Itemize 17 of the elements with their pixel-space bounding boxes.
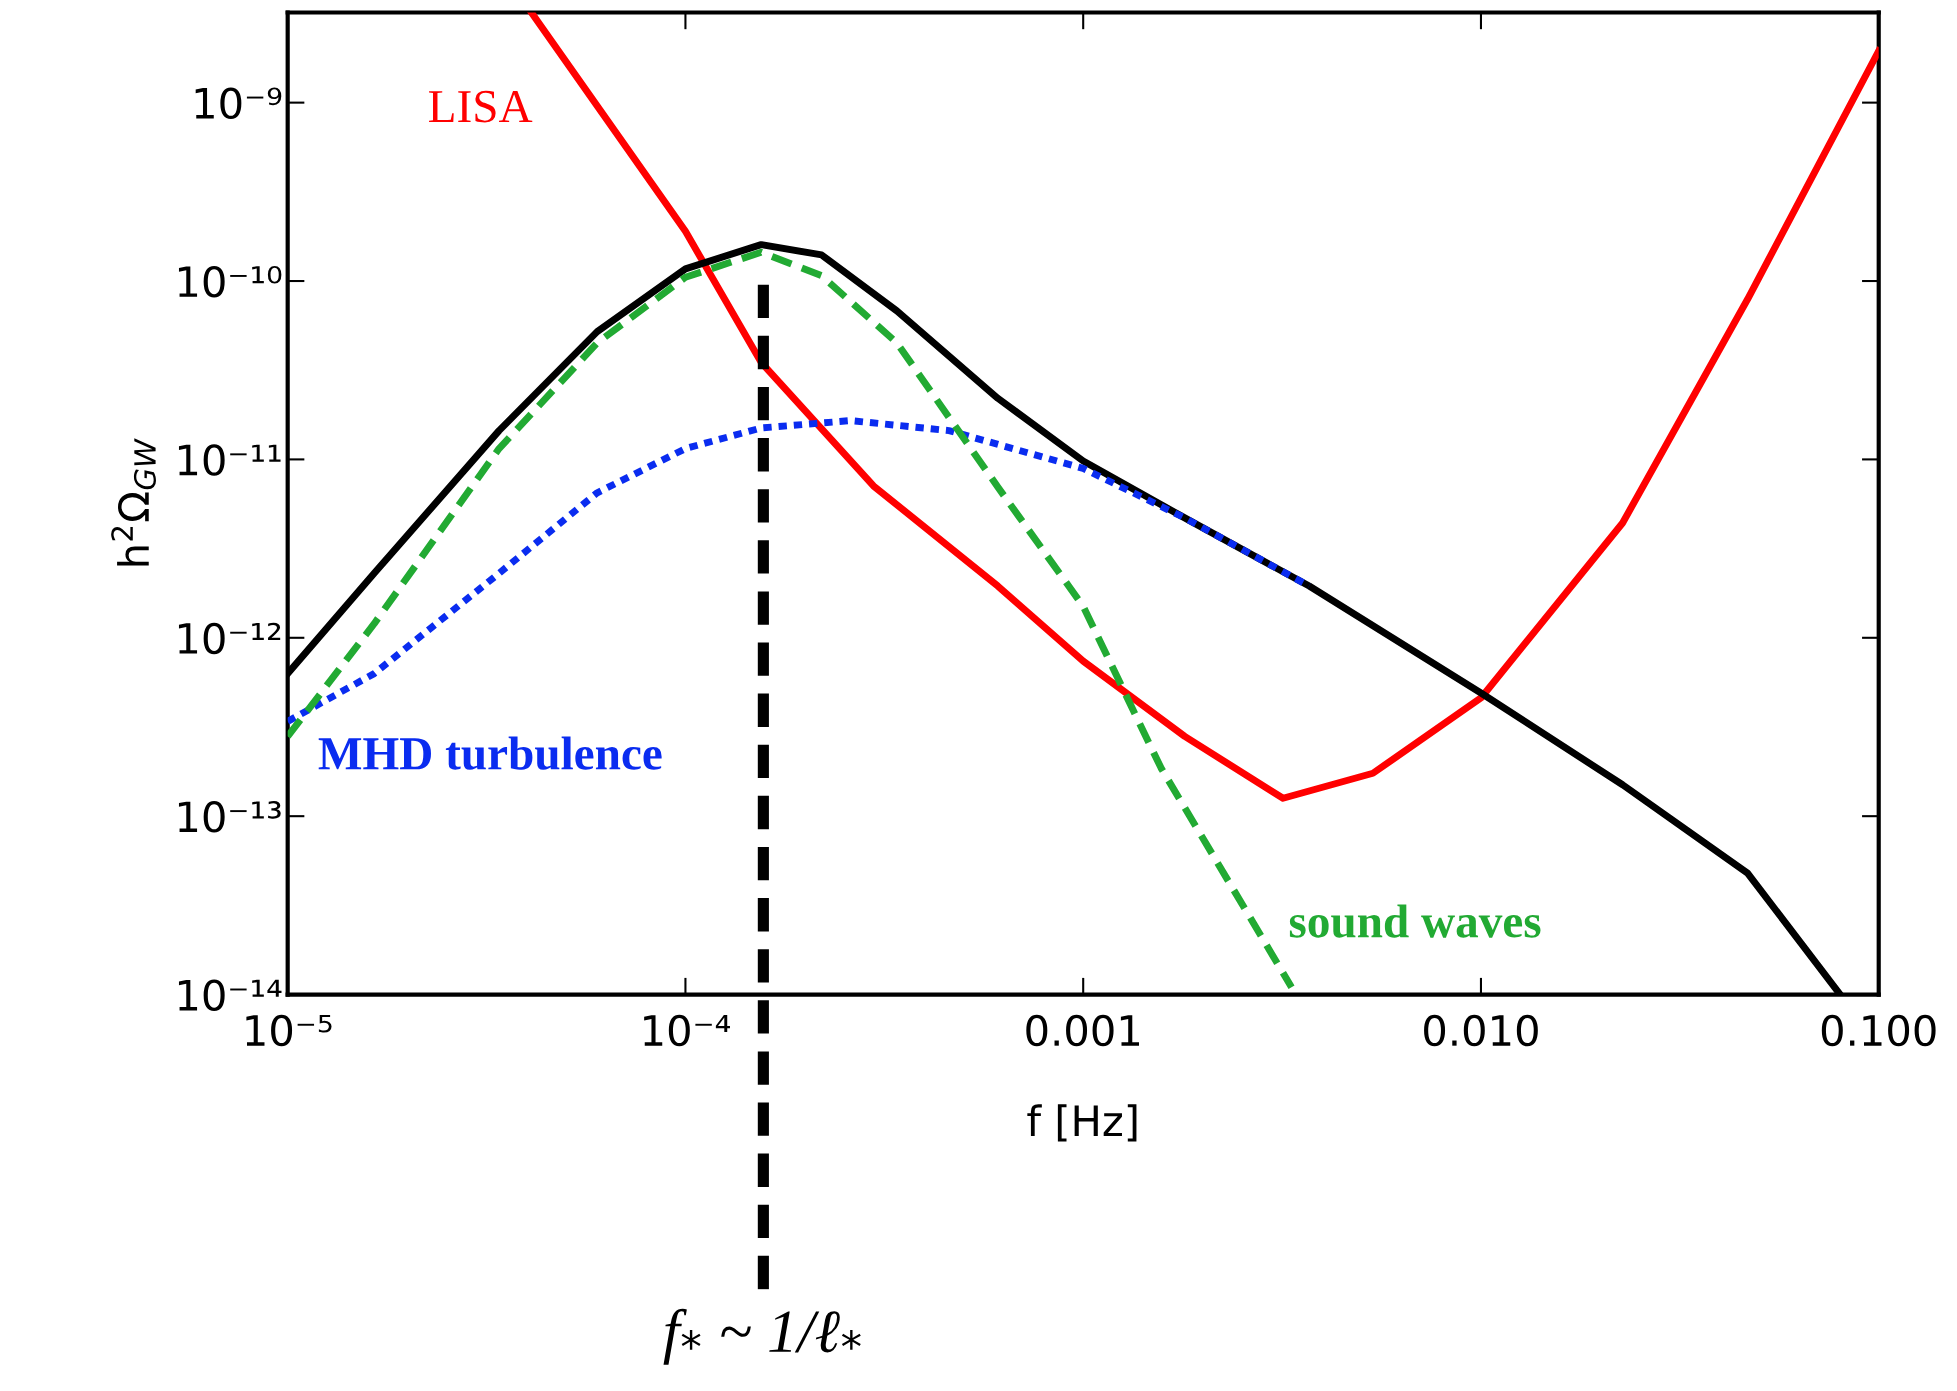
y-tick-label: 10⁻¹³ <box>178 801 281 833</box>
x-axis-title: f [Hz] <box>1027 1104 1137 1142</box>
series-label: sound waves <box>1289 904 1541 938</box>
series-label: LISA <box>429 90 533 123</box>
x-tick-label: 0.100 <box>1821 1014 1936 1047</box>
y-tick-label: 10⁻¹² <box>178 622 281 655</box>
x-tick-label: 0.001 <box>1026 1014 1139 1047</box>
x-tick-label: 0.010 <box>1424 1014 1538 1047</box>
series-label: MHD turbulence <box>318 736 662 770</box>
y-tick-label: 10⁻¹⁰ <box>178 265 282 298</box>
x-tick-label: 10⁻⁵ <box>246 1014 332 1047</box>
ref-line-label: f$_{*}$ ~ 1/ℓ$_{*}$ <box>663 1308 861 1365</box>
y-axis-title: h$^{2}$Ω$_{GW}$ <box>111 438 156 566</box>
y-tick-label: 10⁻¹⁴ <box>178 979 282 1011</box>
y-tick-label: 10⁻⁹ <box>195 87 282 120</box>
y-tick-label: 10⁻¹¹ <box>178 444 281 476</box>
x-tick-label: 10⁻⁴ <box>644 1014 730 1047</box>
